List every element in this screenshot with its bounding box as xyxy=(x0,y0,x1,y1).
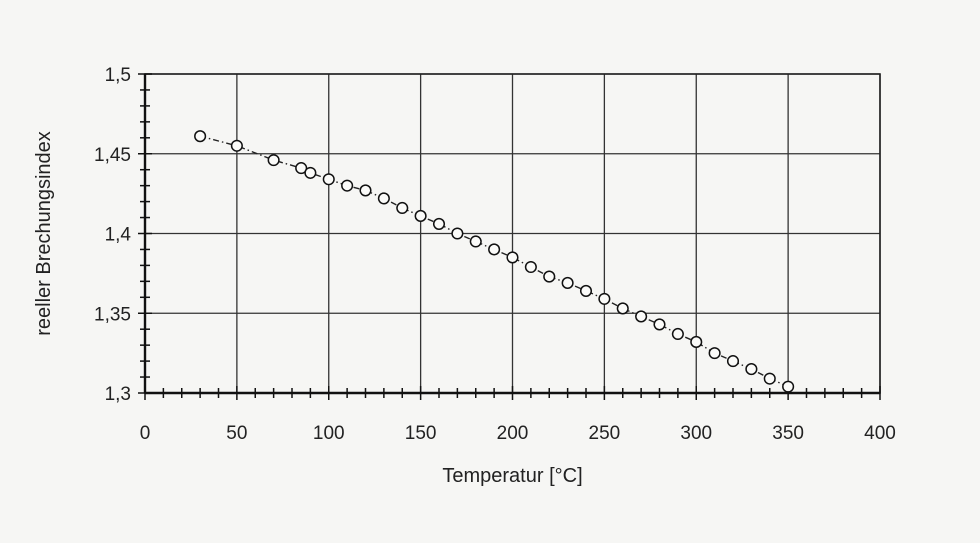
x-tick-label: 0 xyxy=(140,423,151,444)
y-tick-label: 1,45 xyxy=(94,145,131,166)
data-point xyxy=(653,318,666,331)
data-point xyxy=(543,270,556,283)
data-point xyxy=(359,184,372,197)
y-tick-label: 1,4 xyxy=(105,225,132,246)
data-point xyxy=(304,166,317,179)
data-point xyxy=(396,201,409,215)
data-point xyxy=(194,130,207,143)
data-point xyxy=(451,227,464,240)
tick-labels: 0 50 100 150 200 250 300 350 400 1,3 1,35 1,4 1,45 1,… xyxy=(94,65,896,444)
y-tick-label: 1,35 xyxy=(94,304,131,325)
x-tick-label: 50 xyxy=(226,423,247,444)
data-point xyxy=(726,355,740,368)
data-point xyxy=(690,335,703,349)
series-line xyxy=(199,135,789,388)
data-point xyxy=(745,363,758,376)
data-points xyxy=(194,130,795,393)
x-tick-label: 250 xyxy=(589,423,621,444)
data-point xyxy=(506,251,519,264)
data-point xyxy=(341,179,354,192)
data-point xyxy=(616,302,629,315)
x-axis-title: Temperatur [°C] xyxy=(442,465,582,487)
series-path xyxy=(199,135,789,388)
data-point xyxy=(598,292,611,305)
data-point xyxy=(414,209,427,223)
grid xyxy=(144,73,881,394)
data-point xyxy=(432,217,446,230)
data-point xyxy=(635,310,648,323)
y-tick-label: 1,3 xyxy=(105,384,131,405)
data-point xyxy=(763,372,776,385)
x-tick-label: 100 xyxy=(313,423,345,444)
x-tick-label: 200 xyxy=(497,423,529,444)
data-point xyxy=(782,380,795,393)
data-point xyxy=(671,327,684,341)
y-axis-title: reeller Brechungsindex xyxy=(33,131,55,336)
data-point xyxy=(469,235,482,248)
data-point xyxy=(377,192,390,205)
data-point xyxy=(488,243,501,256)
data-point xyxy=(267,154,280,167)
data-point xyxy=(524,260,537,274)
x-tick-label: 300 xyxy=(680,423,712,444)
data-point xyxy=(561,276,574,289)
y-tick-label: 1,5 xyxy=(105,65,131,86)
x-tick-label: 350 xyxy=(772,423,804,444)
x-tick-label: 400 xyxy=(864,423,896,444)
axes xyxy=(138,73,881,400)
data-point xyxy=(230,139,243,152)
data-point xyxy=(295,162,308,175)
x-tick-label: 150 xyxy=(405,423,437,444)
data-point xyxy=(579,284,593,297)
data-point xyxy=(322,173,335,186)
data-point xyxy=(708,347,721,360)
